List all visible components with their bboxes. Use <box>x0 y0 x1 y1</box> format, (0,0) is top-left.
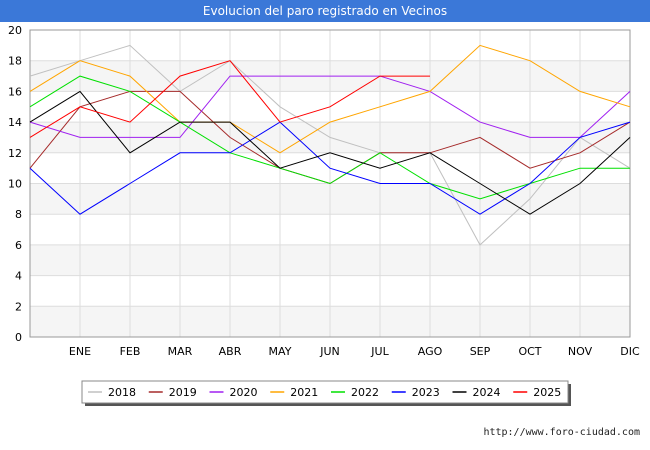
y-tick-label: 14 <box>8 116 22 129</box>
chart-title: Evolucion del paro registrado en Vecinos <box>0 0 650 22</box>
x-tick-label: MAY <box>269 345 292 358</box>
legend-label-2021: 2021 <box>290 386 318 399</box>
legend-label-2020: 2020 <box>230 386 258 399</box>
series-line-2021 <box>29 44 631 154</box>
y-tick-label: 18 <box>8 55 22 68</box>
legend-box <box>81 380 569 404</box>
y-tick-label: 10 <box>8 178 22 191</box>
series-line-2023 <box>29 121 631 215</box>
legend-label-2022: 2022 <box>351 386 379 399</box>
y-tick-label: 6 <box>15 239 22 252</box>
y-tick-label: 12 <box>8 147 22 160</box>
x-tick-label: ENE <box>69 345 91 358</box>
y-tick-label: 0 <box>15 331 22 344</box>
x-tick-label: ABR <box>219 345 242 358</box>
x-tick-label: JUL <box>370 345 389 358</box>
x-tick-label: SEP <box>470 345 491 358</box>
legend-label-2023: 2023 <box>412 386 440 399</box>
x-tick-label: DIC <box>620 345 640 358</box>
plot-border <box>29 29 631 338</box>
footer-url[interactable]: http://www.foro-ciudad.com <box>483 427 640 438</box>
y-tick-label: 2 <box>15 300 22 313</box>
legend-label-2018: 2018 <box>108 386 136 399</box>
series-line-2025 <box>29 60 430 138</box>
series-line-2018 <box>29 44 631 246</box>
legend-label-2025: 2025 <box>533 386 561 399</box>
series-line-2024 <box>29 90 631 215</box>
x-tick-label: FEB <box>120 345 141 358</box>
y-tick-label: 20 <box>8 24 22 37</box>
legend-label-2024: 2024 <box>473 386 501 399</box>
y-tick-label: 8 <box>15 208 22 221</box>
legend-label-2019: 2019 <box>169 386 197 399</box>
y-tick-label: 4 <box>15 270 22 283</box>
series-line-2020 <box>29 75 631 138</box>
y-tick-label: 16 <box>8 85 22 98</box>
x-tick-label: AGO <box>418 345 443 358</box>
x-tick-label: OCT <box>518 345 541 358</box>
x-tick-label: JUN <box>319 345 340 358</box>
x-tick-label: NOV <box>568 345 593 358</box>
x-tick-label: MAR <box>168 345 193 358</box>
